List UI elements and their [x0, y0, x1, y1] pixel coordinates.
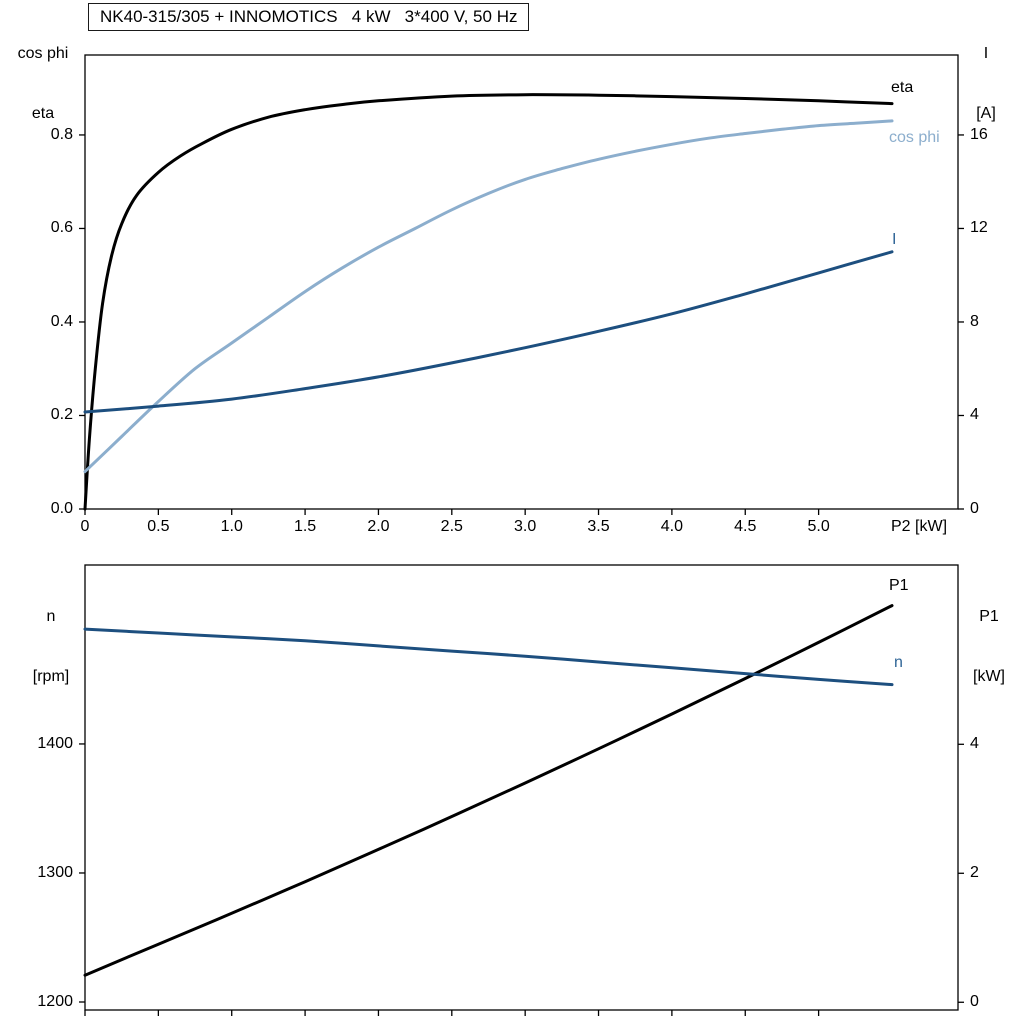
speed-axis-label: n [rpm]: [20, 567, 82, 727]
tick-label: 4.0: [660, 518, 684, 535]
tick-label: 3.0: [514, 518, 537, 535]
tick-label: 0: [970, 500, 979, 517]
x-axis-label: P2 [kW]: [891, 518, 948, 535]
current-axis-label: I [A]: [961, 4, 1011, 164]
cosphi-axis-symbol: cos phi: [17, 45, 69, 62]
tick-label: 4: [970, 735, 979, 753]
current-axis-symbol: I: [983, 45, 989, 62]
power-in-axis-label: P1 [kW]: [962, 567, 1016, 727]
p1-curve-label: P1: [889, 577, 909, 594]
curve-cos-phi: [83, 119, 894, 474]
curve-I: [83, 250, 894, 414]
tick-label: 2.0: [367, 518, 390, 535]
curve-P1: [83, 604, 894, 977]
current-curve-label: I: [892, 231, 897, 248]
speed-axis-unit: [rpm]: [32, 668, 70, 685]
plot-frame: [84, 54, 959, 510]
curve-n: [83, 627, 894, 687]
tick-label: 1300: [37, 863, 73, 881]
tick-label: 0.6: [50, 219, 73, 237]
tick-label: 0.0: [50, 500, 73, 517]
tick-label: 0.2: [50, 406, 73, 424]
tick-label: 16: [970, 125, 988, 143]
top-left-axis-label: cos phi eta: [6, 4, 80, 164]
current-axis-unit: [A]: [976, 105, 996, 122]
tick-label: 2: [970, 864, 979, 882]
tick-label: 8: [970, 312, 979, 330]
curve-eta: [83, 93, 894, 511]
n-curve-label: n: [894, 654, 903, 671]
chart-title: NK40-315/305 + INNOMOTICS 4 kW 3*400 V, …: [88, 3, 530, 31]
tick-label: 1.0: [220, 518, 243, 535]
eta-curve-label: eta: [891, 79, 914, 96]
tick-label: 5.0: [807, 518, 830, 535]
tick-label: 1200: [37, 993, 73, 1010]
tick-label: 0: [970, 993, 979, 1011]
tick-label: 12: [970, 219, 988, 237]
eta-axis-symbol: eta: [31, 105, 55, 122]
power-in-axis-symbol: P1: [979, 608, 999, 625]
power-in-axis-unit: [kW]: [973, 668, 1005, 685]
speed-axis-symbol: n: [46, 608, 56, 625]
tick-label: 4.5: [734, 518, 757, 535]
tick-label: 0.5: [147, 518, 170, 535]
tick-label: 0.4: [50, 312, 73, 330]
tick-label: 1.5: [293, 518, 317, 535]
tick-label: 4: [970, 406, 979, 424]
cosphi-curve-label: cos phi: [889, 129, 940, 146]
tick-label: 3.5: [587, 518, 610, 535]
tick-label: 1400: [37, 734, 73, 752]
tick-label: 0: [80, 518, 90, 535]
tick-label: 2.5: [440, 518, 463, 535]
tick-label: 0.8: [50, 125, 73, 143]
plot-frame: [84, 564, 959, 1011]
